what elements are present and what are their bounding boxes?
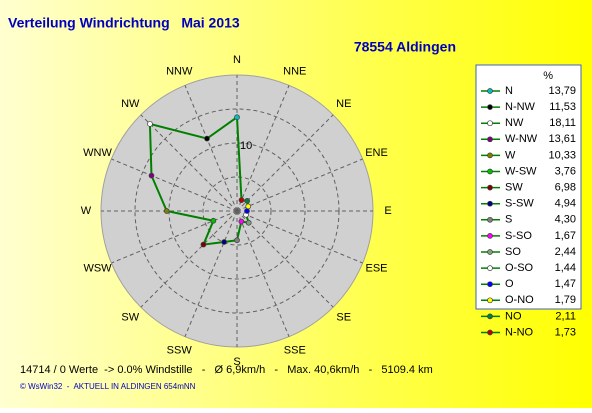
- legend-marker: [487, 281, 493, 288]
- legend-label: N-NW: [505, 101, 536, 113]
- data-point: [148, 172, 155, 179]
- direction-label: NW: [121, 98, 140, 110]
- legend-label: SO: [505, 246, 521, 258]
- direction-label: WNW: [83, 147, 112, 159]
- legend-marker: [487, 233, 493, 239]
- legend-value: 1,44: [555, 262, 576, 274]
- legend-marker: [487, 184, 493, 191]
- legend-marker: [487, 265, 493, 271]
- direction-label: SW: [121, 312, 139, 324]
- legend-marker: [487, 329, 493, 336]
- legend-marker: [487, 120, 493, 127]
- direction-label: SE: [336, 312, 351, 324]
- data-point: [234, 114, 240, 121]
- spoke: [111, 210, 238, 264]
- legend-value: 1,67: [555, 230, 576, 242]
- data-point: [147, 121, 153, 127]
- footer: 14714 / 0 Werte -> 0.0% Windstille - Ø 6…: [20, 364, 433, 376]
- spoke: [140, 114, 238, 212]
- spoke: [111, 158, 238, 212]
- legend-value: 11,53: [549, 101, 576, 113]
- spoke: [236, 85, 290, 212]
- legend-label: S: [505, 214, 512, 226]
- legend-header: %: [543, 70, 553, 82]
- legend-value: 10,33: [548, 149, 576, 161]
- grid-circle: [202, 176, 272, 246]
- spoke: [236, 114, 334, 212]
- legend-label: S-SO: [505, 230, 532, 242]
- legend-value: 6,98: [555, 182, 576, 194]
- legend-marker: [487, 249, 493, 255]
- legend-value: 2,44: [555, 246, 576, 258]
- data-point: [221, 239, 227, 245]
- legend-label: W: [505, 149, 516, 161]
- r-tick-label: 10: [240, 140, 252, 152]
- legend-value: 2,11: [555, 310, 576, 322]
- legend-label: W-NW: [505, 133, 538, 145]
- spoke: [236, 158, 363, 212]
- legend-marker: [487, 152, 493, 159]
- legend-label: S-SW: [505, 198, 534, 210]
- legend-marker: [487, 88, 493, 94]
- spoke: [140, 210, 238, 308]
- spoke: [236, 210, 334, 308]
- legend-value: 4,94: [555, 198, 576, 210]
- legend-marker: [487, 200, 493, 207]
- data-point: [163, 208, 170, 214]
- legend-label: O-NO: [505, 294, 534, 306]
- legend-value: 13,61: [548, 133, 576, 145]
- direction-label: NE: [336, 98, 351, 110]
- legend-marker: [487, 297, 493, 304]
- direction-label: NNW: [166, 65, 193, 77]
- legend-marker: [487, 313, 493, 320]
- direction-label: NNE: [283, 65, 306, 77]
- legend-label: NW: [505, 117, 524, 129]
- legend-value: 13,79: [548, 85, 576, 97]
- direction-label: WSW: [83, 263, 112, 275]
- data-point: [238, 197, 245, 203]
- data-point: [244, 208, 250, 214]
- legend-marker: [487, 136, 493, 143]
- legend-label: O-SO: [505, 262, 534, 274]
- legend-value: 3,76: [555, 165, 576, 177]
- spoke: [184, 210, 238, 337]
- data-point: [245, 219, 252, 226]
- legend-marker: [487, 104, 493, 110]
- legend-value: 4,30: [555, 214, 576, 226]
- legend-marker: [487, 216, 493, 223]
- spoke: [236, 210, 363, 264]
- direction-label: ESE: [365, 263, 387, 275]
- legend-label: N-NO: [505, 326, 534, 338]
- data-point: [204, 135, 210, 142]
- legend-value: 1,73: [555, 326, 576, 338]
- data-point: [234, 237, 240, 244]
- credit: © WsWin32 - AKTUELL IN ALDINGEN 654mNN: [20, 382, 196, 391]
- data-point: [245, 203, 252, 210]
- data-point: [200, 241, 207, 248]
- spoke: [184, 85, 238, 212]
- data-point: [238, 218, 245, 225]
- legend-label: O: [505, 278, 514, 290]
- spoke: [236, 210, 290, 337]
- direction-label: N: [233, 54, 241, 66]
- chart-subtitle: 78554 Aldingen: [354, 39, 456, 55]
- legend-label: NO: [505, 310, 522, 322]
- data-point: [244, 198, 250, 204]
- direction-label: SSW: [167, 344, 193, 356]
- legend-value: 1,79: [555, 294, 576, 306]
- data-point: [210, 217, 217, 224]
- legend-label: N: [505, 85, 513, 97]
- direction-label: W: [81, 205, 92, 217]
- direction-label: SSE: [284, 344, 306, 356]
- legend-marker: [487, 168, 493, 175]
- direction-label: E: [384, 205, 391, 217]
- legend-value: 18,11: [549, 117, 576, 129]
- legend-value: 1,47: [555, 278, 576, 290]
- direction-label: ENE: [365, 147, 388, 159]
- legend-label: W-SW: [505, 165, 537, 177]
- legend-label: SW: [505, 182, 523, 194]
- direction-label: S: [233, 356, 240, 368]
- chart-title: Verteilung Windrichtung Mai 2013: [8, 15, 240, 31]
